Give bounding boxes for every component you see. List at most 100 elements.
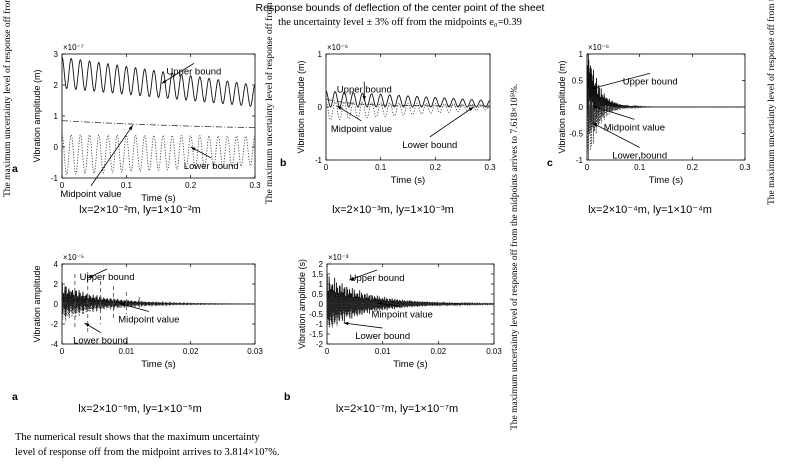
annotation-arrow	[592, 122, 640, 148]
series-midpoint-value	[61, 120, 255, 129]
annotation-label: Midpoint value	[331, 124, 392, 135]
panel-caption: lx=2×10⁻⁵m, ly=1×10⁻⁵m	[78, 403, 201, 415]
panel-label: a	[12, 391, 18, 403]
y-tick-label: -1.5	[309, 330, 323, 339]
annotation-arrowhead	[119, 303, 125, 307]
annotation-arrowhead	[161, 79, 167, 84]
x-axis-label: Time (s)	[649, 175, 683, 186]
panel-label: a	[12, 163, 18, 175]
annotation-label: Midpoint value	[118, 315, 179, 326]
annotation-arrow	[592, 105, 635, 120]
side-note-right: The maximum uncertainty level of respons…	[767, 0, 777, 205]
annotation-label: Upper bound	[623, 76, 678, 87]
chart-panel-3: 0 0.1 0.2 0.3 -1 -0.5 0 0.5 1 ×10⁻⁶ Time (s) Vibrat…	[547, 43, 751, 216]
x-axis-label: Time (s)	[141, 193, 175, 204]
annotation-arrowhead	[592, 105, 598, 109]
figure-title: Response bounds of deflection of the cen…	[255, 2, 545, 14]
x-tick-label: 0.3	[249, 181, 261, 190]
x-tick-label: 0.01	[119, 347, 135, 356]
x-tick-label: 0	[585, 163, 590, 172]
annotation-label: Midpoint value	[60, 189, 121, 200]
annotation-arrowhead	[84, 323, 90, 327]
y-tick-label: -1	[315, 156, 323, 165]
y-tick-label: -0.5	[569, 130, 583, 139]
series-midpoint-value	[586, 103, 745, 108]
x-tick-label: 0.02	[431, 347, 447, 356]
x-tick-label: 0.1	[634, 163, 646, 172]
chart-panel-5: 0 0.01 0.02 0.03-2-1.5-1-0.500.511.52×10⁻³T…	[284, 253, 502, 415]
series-upper-bound	[325, 90, 491, 108]
panel-caption: lx=2×10⁻²m, ly=1×10⁻²m	[79, 204, 201, 216]
y-tick-label: 1	[318, 50, 323, 59]
y-tick-label: -1	[576, 156, 584, 165]
axis-exponent: ×10⁻⁶	[588, 43, 609, 52]
y-tick-label: 2	[319, 260, 324, 269]
y-axis-label: Vibration amplitude (m)	[557, 61, 567, 154]
annotation-arrow	[161, 63, 195, 84]
x-tick-label: 0	[324, 163, 329, 172]
annotation-label: Upper bound	[350, 273, 405, 284]
x-tick-label: 0.02	[183, 347, 199, 356]
annotation-arrow	[343, 322, 383, 329]
series-upper-bound	[61, 56, 256, 107]
annotation-label: Lower bound	[73, 336, 128, 347]
axis-exponent: ×10⁻⁵	[63, 253, 84, 262]
x-tick-label: 0.01	[375, 347, 391, 356]
chart-panel-4: 0 0.01 0.02 0.03 -4 -2 0 2 4 ×10⁻⁵ Time (s) Vibrati…	[12, 253, 263, 415]
annotation-arrow	[336, 105, 362, 122]
panel-caption: lx=2×10⁻⁴m, ly=1×10⁻⁴m	[588, 204, 712, 216]
series-lower-bound	[586, 87, 745, 161]
y-axis-label: Vibration amplitude (m)	[296, 61, 306, 154]
y-tick-label: 3	[54, 50, 59, 59]
annotation-arrowhead	[343, 321, 349, 326]
annotation-arrowhead	[592, 85, 598, 89]
y-tick-label: -0.5	[309, 310, 323, 319]
y-axis-label: Vibration amplitude	[32, 266, 42, 343]
y-tick-label: 0	[318, 103, 323, 112]
y-tick-label: 0	[319, 300, 324, 309]
series-midpoint-value	[325, 98, 490, 107]
series-lower-bound	[61, 134, 256, 176]
axis-exponent: ×10⁻⁶	[327, 43, 348, 52]
y-tick-label: -2	[51, 320, 59, 329]
annotation-arrowhead	[87, 274, 93, 278]
x-axis-label: Time (s)	[393, 359, 427, 370]
series-lower-bound	[326, 283, 495, 328]
x-axis-label: Time (s)	[391, 175, 425, 186]
y-tick-label: 0	[54, 300, 59, 309]
axis-exponent: ×10⁻³	[328, 253, 349, 262]
x-tick-label: 0.03	[486, 347, 502, 356]
y-tick-label: -1	[51, 174, 59, 183]
panel-label: b	[280, 157, 286, 169]
y-tick-label: -1	[316, 320, 324, 329]
annotation-arrowhead	[468, 107, 474, 112]
x-tick-label: 0.03	[247, 347, 263, 356]
panel-label: c	[547, 157, 553, 169]
y-tick-label: 1	[54, 112, 59, 121]
y-tick-label: 1.5	[312, 270, 324, 279]
annotation-label: Lower bound	[355, 331, 410, 342]
x-tick-label: 0.2	[687, 163, 699, 172]
annotation-arrowhead	[377, 301, 382, 306]
y-tick-label: 0	[579, 103, 584, 112]
x-tick-label: 0	[325, 347, 330, 356]
annotation-label: Lower bound	[612, 150, 667, 161]
y-tick-label: 0.5	[312, 290, 324, 299]
y-tick-label: 2	[54, 280, 59, 289]
x-tick-label: 0	[60, 181, 65, 190]
y-tick-label: -4	[51, 340, 59, 349]
annotation-arrow	[90, 125, 134, 187]
x-tick-label: 0.1	[121, 181, 133, 190]
annotation-label: Lower bound	[184, 161, 239, 172]
annotation-arrowhead	[190, 147, 196, 151]
annotation-arrow	[592, 72, 651, 89]
annotation-label: Upper bound	[166, 66, 221, 77]
y-axis-label: Vibration amplitude (m)	[32, 70, 42, 163]
annotation-arrowhead	[362, 95, 366, 101]
y-tick-label: 1	[579, 50, 584, 59]
series-lower-bound	[325, 101, 491, 121]
x-tick-label: 0.3	[739, 163, 751, 172]
annotation-arrowhead	[336, 105, 342, 110]
